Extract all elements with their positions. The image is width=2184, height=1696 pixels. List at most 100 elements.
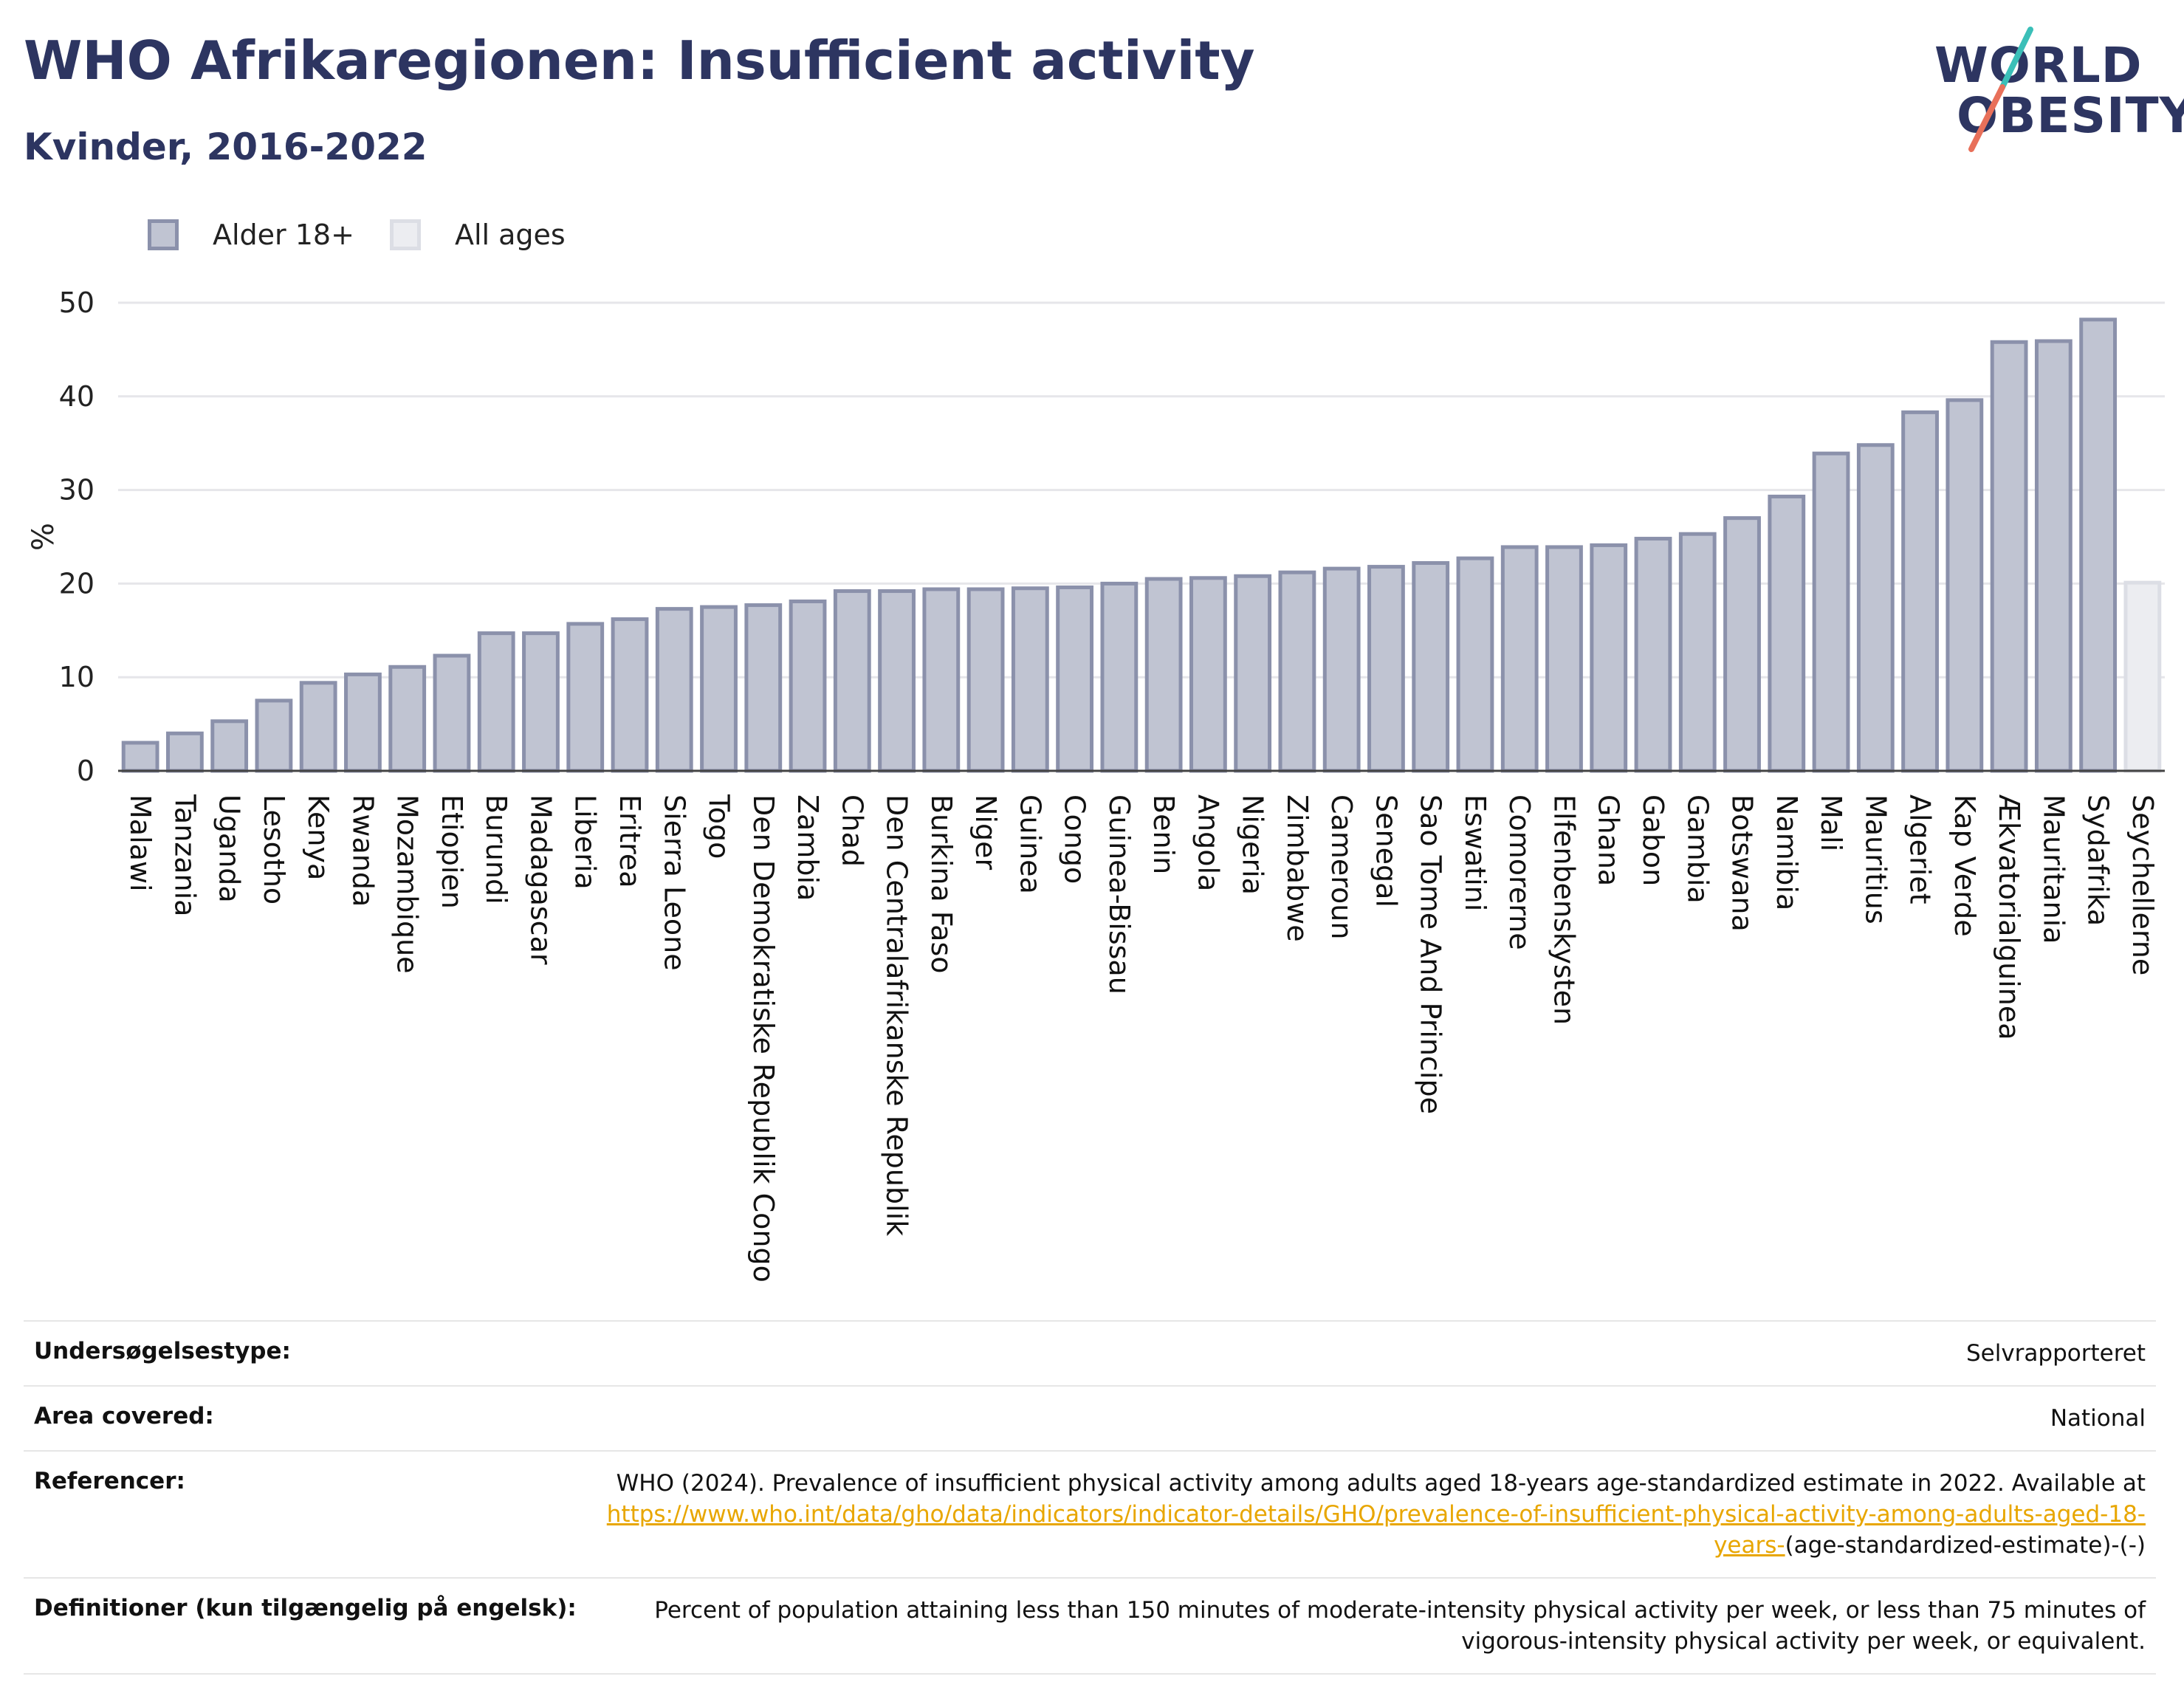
- bar[interactable]: [210, 719, 249, 773]
- bar[interactable]: [1946, 398, 1984, 773]
- x-tick-label: Kenya: [302, 794, 334, 880]
- x-tick-label: Liberia: [569, 794, 602, 890]
- bar[interactable]: [255, 698, 293, 773]
- bar[interactable]: [1144, 577, 1183, 773]
- info-row-area-covered: Area covered: National: [24, 1385, 2156, 1450]
- bar[interactable]: [2034, 339, 2073, 773]
- x-tick-label: Gambia: [1681, 794, 1714, 904]
- bar[interactable]: [611, 617, 649, 773]
- bar[interactable]: [1990, 340, 2028, 773]
- info-key: Definitioner (kun tilgængelig på engelsk…: [34, 1595, 577, 1621]
- bar[interactable]: [1768, 494, 1806, 773]
- bar[interactable]: [1189, 576, 1227, 773]
- bar[interactable]: [1011, 586, 1049, 773]
- bar[interactable]: [1856, 443, 1895, 773]
- bar[interactable]: [744, 603, 783, 773]
- bar[interactable]: [1678, 532, 1717, 773]
- bar[interactable]: [1723, 516, 1761, 773]
- bar[interactable]: [1545, 545, 1583, 773]
- x-tick-label: Ækvatorialguinea: [1993, 794, 2025, 1040]
- x-tick-label: Namibia: [1771, 794, 1803, 910]
- info-key: Undersøgelsestype:: [34, 1338, 291, 1364]
- bar[interactable]: [1500, 545, 1539, 773]
- x-tick-label: Benin: [1147, 794, 1180, 874]
- bar[interactable]: [121, 741, 159, 773]
- legend-item-adult[interactable]: Alder 18+: [148, 219, 354, 251]
- chart-legend: Alder 18+ All ages: [148, 219, 601, 251]
- x-tick-label: Guinea-Bissau: [1103, 794, 1136, 995]
- x-tick-label: Mauritius: [1859, 794, 1892, 924]
- info-row-references: Referencer: WHO (2024). Prevalence of in…: [24, 1450, 2156, 1577]
- x-tick-label: Burkina Faso: [925, 794, 958, 974]
- x-tick-label: Mali: [1815, 794, 1847, 851]
- bar[interactable]: [1100, 581, 1139, 773]
- bars: [121, 317, 2162, 773]
- legend-label-allages: All ages: [454, 219, 566, 251]
- bar[interactable]: [1322, 566, 1361, 773]
- x-tick-label: Burundi: [480, 794, 512, 904]
- bar[interactable]: [1812, 451, 1850, 773]
- reference-link[interactable]: https://www.who.int/data/gho/data/indica…: [606, 1501, 2146, 1559]
- bar[interactable]: [1590, 543, 1628, 773]
- x-tick-label: Etiopien: [436, 794, 468, 909]
- bar[interactable]: [2079, 317, 2118, 773]
- bar[interactable]: [1056, 585, 1094, 773]
- x-tick-label: Seychellerne: [2126, 794, 2159, 975]
- x-tick-label: Botswana: [1726, 794, 1759, 932]
- x-tick-label: Ghana: [1593, 794, 1625, 886]
- x-tick-label: Mozambique: [391, 794, 424, 974]
- y-tick-label: 10: [59, 661, 95, 693]
- bar[interactable]: [433, 653, 471, 773]
- bar[interactable]: [789, 599, 827, 773]
- x-tick-label: Nigeria: [1237, 794, 1269, 895]
- x-tick-label: Congo: [1059, 794, 1091, 884]
- legend-label-adult: Alder 18+: [213, 219, 354, 251]
- x-tick-label: Niger: [969, 794, 1002, 870]
- bar-chart: 0 10 20 30 40 50% Malawi Tanzania Uganda Lesotho…: [27, 286, 2165, 1283]
- bar[interactable]: [922, 587, 961, 773]
- x-tick-label: Zambia: [791, 794, 824, 901]
- info-value: Selvrapporteret: [1965, 1340, 2146, 1367]
- x-tick-label: Zimbabwe: [1281, 794, 1314, 942]
- x-tick-label: Sierra Leone: [658, 794, 690, 971]
- bar[interactable]: [833, 589, 871, 773]
- bar[interactable]: [1234, 574, 1272, 773]
- bar[interactable]: [700, 605, 738, 773]
- bar[interactable]: [388, 665, 427, 773]
- bar[interactable]: [1412, 561, 1450, 773]
- bar[interactable]: [2123, 580, 2162, 773]
- bar[interactable]: [655, 607, 693, 773]
- info-row-survey-type: Undersøgelsestype: Selvrapporteret: [24, 1320, 2156, 1385]
- y-tick-label: 40: [59, 380, 95, 413]
- bar[interactable]: [1456, 556, 1494, 773]
- category-labels: Malawi Tanzania Uganda Lesotho Kenya Rwanda Mo…: [124, 794, 2159, 1283]
- bar[interactable]: [566, 622, 605, 773]
- bar[interactable]: [477, 631, 515, 773]
- bar[interactable]: [878, 589, 916, 773]
- bar[interactable]: [1278, 570, 1316, 773]
- info-row-definitions: Definitioner (kun tilgængelig på engelsk…: [24, 1577, 2156, 1675]
- bar[interactable]: [299, 681, 337, 773]
- bar[interactable]: [522, 631, 560, 773]
- chart-subtitle: Kvinder, 2016-2022: [24, 126, 427, 168]
- x-tick-label: Sao Tome And Principe: [1415, 794, 1447, 1114]
- bar[interactable]: [1367, 565, 1405, 773]
- legend-item-allages[interactable]: All ages: [389, 219, 566, 251]
- legend-swatch-allages: [389, 219, 421, 250]
- y-axis-label: %: [27, 523, 61, 551]
- bar[interactable]: [966, 587, 1005, 773]
- chart-title: WHO Afrikaregionen: Insufficient activit…: [24, 30, 1255, 92]
- bar[interactable]: [1634, 537, 1672, 773]
- world-obesity-logo: WORLD OBESITY: [1920, 22, 2184, 170]
- x-tick-label: Lesotho: [258, 794, 290, 904]
- reference-text: WHO (2024). Prevalence of insufficient p…: [616, 1470, 2146, 1497]
- bar[interactable]: [344, 672, 382, 773]
- x-tick-label: Senegal: [1370, 794, 1402, 907]
- axes: 0 10 20 30 40 50%: [27, 286, 2165, 787]
- x-tick-label: Mauritania: [2037, 794, 2070, 944]
- bar[interactable]: [165, 731, 204, 773]
- y-tick-label: 50: [59, 286, 95, 319]
- reference-suffix: (age-standardized-estimate)-(-): [1785, 1532, 2146, 1559]
- y-tick-label: 30: [59, 474, 95, 507]
- bar[interactable]: [1901, 410, 1939, 773]
